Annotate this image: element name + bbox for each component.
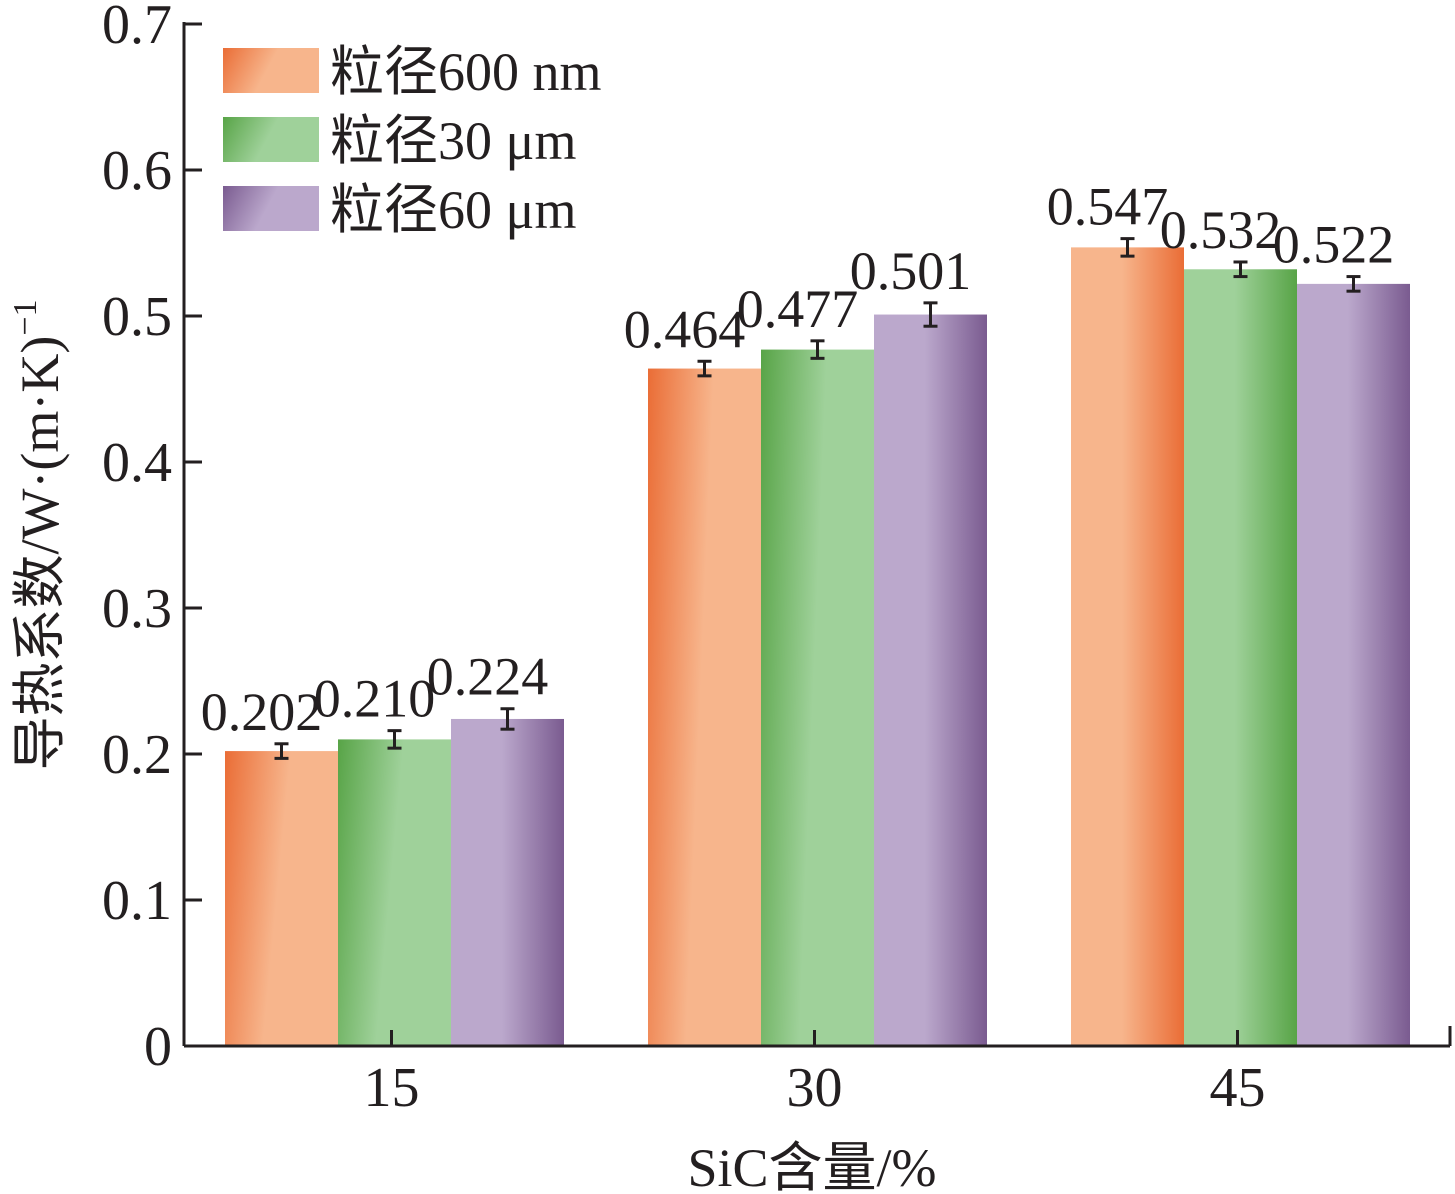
y-axis-title: 导热系数/W·(m·K)−1 <box>7 299 70 770</box>
error-bar-45-series-2 <box>1233 260 1248 279</box>
bar-45-series-1 <box>1071 247 1184 1046</box>
data-label-45-series-2: 0.532 <box>1160 200 1282 260</box>
bar-15-series-3 <box>451 718 564 1046</box>
data-label-45-series-3: 0.522 <box>1273 215 1395 275</box>
data-label-30-series-2: 0.477 <box>737 279 859 339</box>
y-tick-label-0.2: 0.2 <box>102 724 172 786</box>
legend-entry-2: 粒径30 μm <box>223 111 576 171</box>
error-bar-30-series-3 <box>923 301 938 328</box>
legend-label-2: 粒径30 μm <box>330 111 576 171</box>
y-tick-label-0: 0 <box>144 1016 172 1078</box>
y-tick-label-0.1: 0.1 <box>102 870 172 932</box>
x-tick-label-15: 15 <box>364 1057 420 1119</box>
bar-15-series-1 <box>225 751 338 1046</box>
error-bar-15-series-1 <box>274 742 289 760</box>
bar-45-series-3 <box>1297 283 1410 1046</box>
error-bar-30-series-2 <box>810 339 825 360</box>
legend-label-1: 粒径600 nm <box>330 42 602 102</box>
error-bar-15-series-3 <box>500 707 515 731</box>
y-axis-title-main: 导热系数/W·(m·K) <box>10 336 70 771</box>
y-tick-label-0.6: 0.6 <box>102 140 172 202</box>
legend-label-3: 粒径60 μm <box>330 180 576 240</box>
error-bar-15-series-2 <box>387 729 402 750</box>
x-tick-label-30: 30 <box>787 1057 843 1119</box>
x-tick-label-45: 45 <box>1210 1057 1266 1119</box>
y-tick-label-0.5: 0.5 <box>102 286 172 348</box>
data-label-15-series-1: 0.202 <box>201 682 323 742</box>
bar-15-series-2 <box>338 739 451 1046</box>
error-bar-45-series-3 <box>1346 275 1361 293</box>
y-tick-label-0.7: 0.7 <box>102 0 172 56</box>
bar-30-series-3 <box>874 314 987 1046</box>
data-label-15-series-3: 0.224 <box>427 647 549 707</box>
y-tick-label-0.3: 0.3 <box>102 578 172 640</box>
data-label-30-series-1: 0.464 <box>624 299 746 359</box>
error-bar-45-series-1 <box>1120 237 1135 258</box>
legend-entry-3: 粒径60 μm <box>223 180 576 240</box>
legend-entry-1: 粒径600 nm <box>223 42 602 102</box>
legend-swatch-1 <box>223 48 319 93</box>
y-axis-title-superscript: −1 <box>7 299 44 335</box>
legend-swatch-3 <box>223 186 319 231</box>
data-label-30-series-3: 0.501 <box>850 241 972 301</box>
x-axis-title: SiC含量/% <box>687 1138 936 1194</box>
data-label-45-series-1: 0.547 <box>1047 177 1169 237</box>
legend-swatch-2 <box>223 117 319 162</box>
error-bar-30-series-1 <box>697 359 712 378</box>
bar-30-series-1 <box>648 368 761 1046</box>
y-tick-label-0.4: 0.4 <box>102 432 172 494</box>
bar-45-series-2 <box>1184 269 1297 1046</box>
bar-30-series-2 <box>761 349 874 1047</box>
data-label-15-series-2: 0.210 <box>314 669 436 729</box>
